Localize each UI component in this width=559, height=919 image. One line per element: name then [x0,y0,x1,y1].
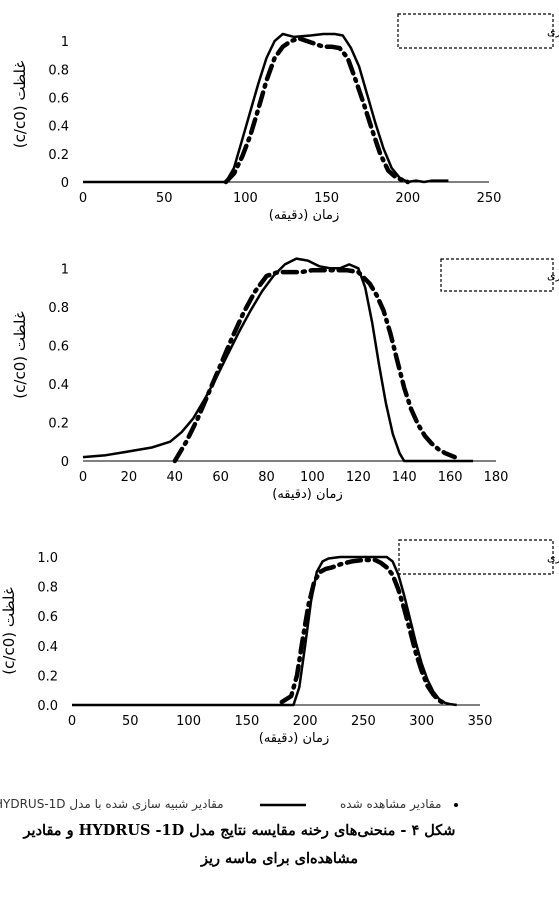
chart3-observed-series-line [279,557,448,706]
chart3-annotation-box [398,539,554,575]
chart1-y-tick-label: 0 [61,176,69,191]
chart1-x-tick-label: 200 [395,191,420,206]
chart1-x-tick-label: 100 [233,191,258,206]
chart3-x-tick-label: 200 [293,714,318,729]
chart3-simulated-series-line [72,555,457,707]
chart3-y-tick-label: 0.6 [37,610,58,625]
chart2-y-tick-label: 1 [61,262,69,277]
chart1-annotation-label: فاصله انتقال ۴۰ سانتی متری [547,25,559,38]
legend-simulated: مقادیر شبیه سازی شده با مدل HYDRUS-1D [0,797,224,811]
chart3-x-tick-label: 300 [409,714,434,729]
chart2-x-tick-label: 20 [121,470,138,485]
chart3-y-tick-label: 0.8 [37,581,58,596]
chart1-observed-series-line [223,36,411,185]
chart2-x-tick-label: 140 [392,470,417,485]
legend-observed-label: مقادیر مشاهده شده [340,797,442,811]
chart2-y-axis-title: غلظت (c/c0) [11,311,29,399]
chart2-y-tick-label: 0.8 [48,301,69,316]
chart1-x-tick-label: 50 [156,191,173,206]
chart1-y-tick-label: 1 [61,35,69,50]
chart3-x-tick-label: 0 [68,714,76,729]
chart1-simulated-series-line [83,32,449,184]
legend-dashdot-symbol [454,803,458,807]
chart2-x-tick-label: 180 [484,470,509,485]
chart3-y-tick-label: 0.4 [37,640,58,655]
figure-caption-line1: شکل ۴ - منحنی‌های رخنه مقایسه نتایج مدل … [23,822,456,839]
chart2-x-tick-label: 0 [79,470,87,485]
legend: مقادیر شبیه سازی شده با مدل HYDRUS-1D مق… [0,793,559,817]
chart2-simulated-series-line [82,257,474,463]
chart1-y-tick-label: 0.8 [48,63,69,78]
chart1-x-axis-title: زمان (دقیقه) [269,208,340,223]
chart3-x-tick-label: 250 [351,714,376,729]
chart1-y-axis-title: غلظت (c/c0) [11,61,29,149]
chart3-y-tick-label: 0.0 [37,699,58,714]
chart2-x-tick-label: 40 [167,470,184,485]
chart1-annotation-box [397,13,554,49]
chart1-x-tick-label: 250 [477,191,502,206]
chart2-annotation-box [440,258,554,292]
chart1-y-tick-label: 0.4 [48,120,69,135]
chart1-y-tick-label: 0.2 [48,148,69,163]
chart3-x-tick-label: 150 [234,714,259,729]
chart3-y-axis-title: غلظت (c/c0) [0,587,18,675]
chart2-y-tick-label: 0.2 [48,416,69,431]
chart2-annotation-label: فاصله انتقال ۲۰ سانتی متری [547,269,559,282]
chart3-x-tick-label: 100 [176,714,201,729]
chart2-y-tick-label: 0.6 [48,339,69,354]
chart2-x-tick-label: 60 [212,470,229,485]
chart2-x-axis-title: زمان (دقیقه) [272,487,343,502]
figure-caption-line2: مشاهده‌ای برای ماسه ریز [200,850,359,867]
chart1-x-tick-label: 0 [79,191,87,206]
chart3-y-tick-label: 0.2 [37,669,58,684]
chart3-x-tick-label: 50 [122,714,139,729]
chart2-y-tick-label: 0 [61,455,69,470]
chart3-annotation-label: فاصله انتقال ۸۰ سانتی متری [547,551,559,564]
chart2-x-tick-label: 100 [300,470,325,485]
chart2-x-tick-label: 120 [346,470,371,485]
chart2-y-tick-label: 0.4 [48,378,69,393]
chart3-x-axis-title: زمان (دقیقه) [259,731,330,746]
chart3-y-tick-label: 1.0 [37,551,58,566]
legend-observed: مقادیر مشاهده شده [340,797,441,811]
chart3-x-tick-label: 350 [468,714,493,729]
chart2-x-tick-label: 160 [438,470,463,485]
legend-simulated-label: مقادیر شبیه سازی شده با مدل HYDRUS-1D [0,797,224,811]
chart1-x-tick-label: 150 [314,191,339,206]
chart2-x-tick-label: 80 [258,470,275,485]
chart1-y-tick-label: 0.6 [48,91,69,106]
chart2-observed-series-line [172,267,457,464]
legend-solid-line-symbol [260,803,306,807]
